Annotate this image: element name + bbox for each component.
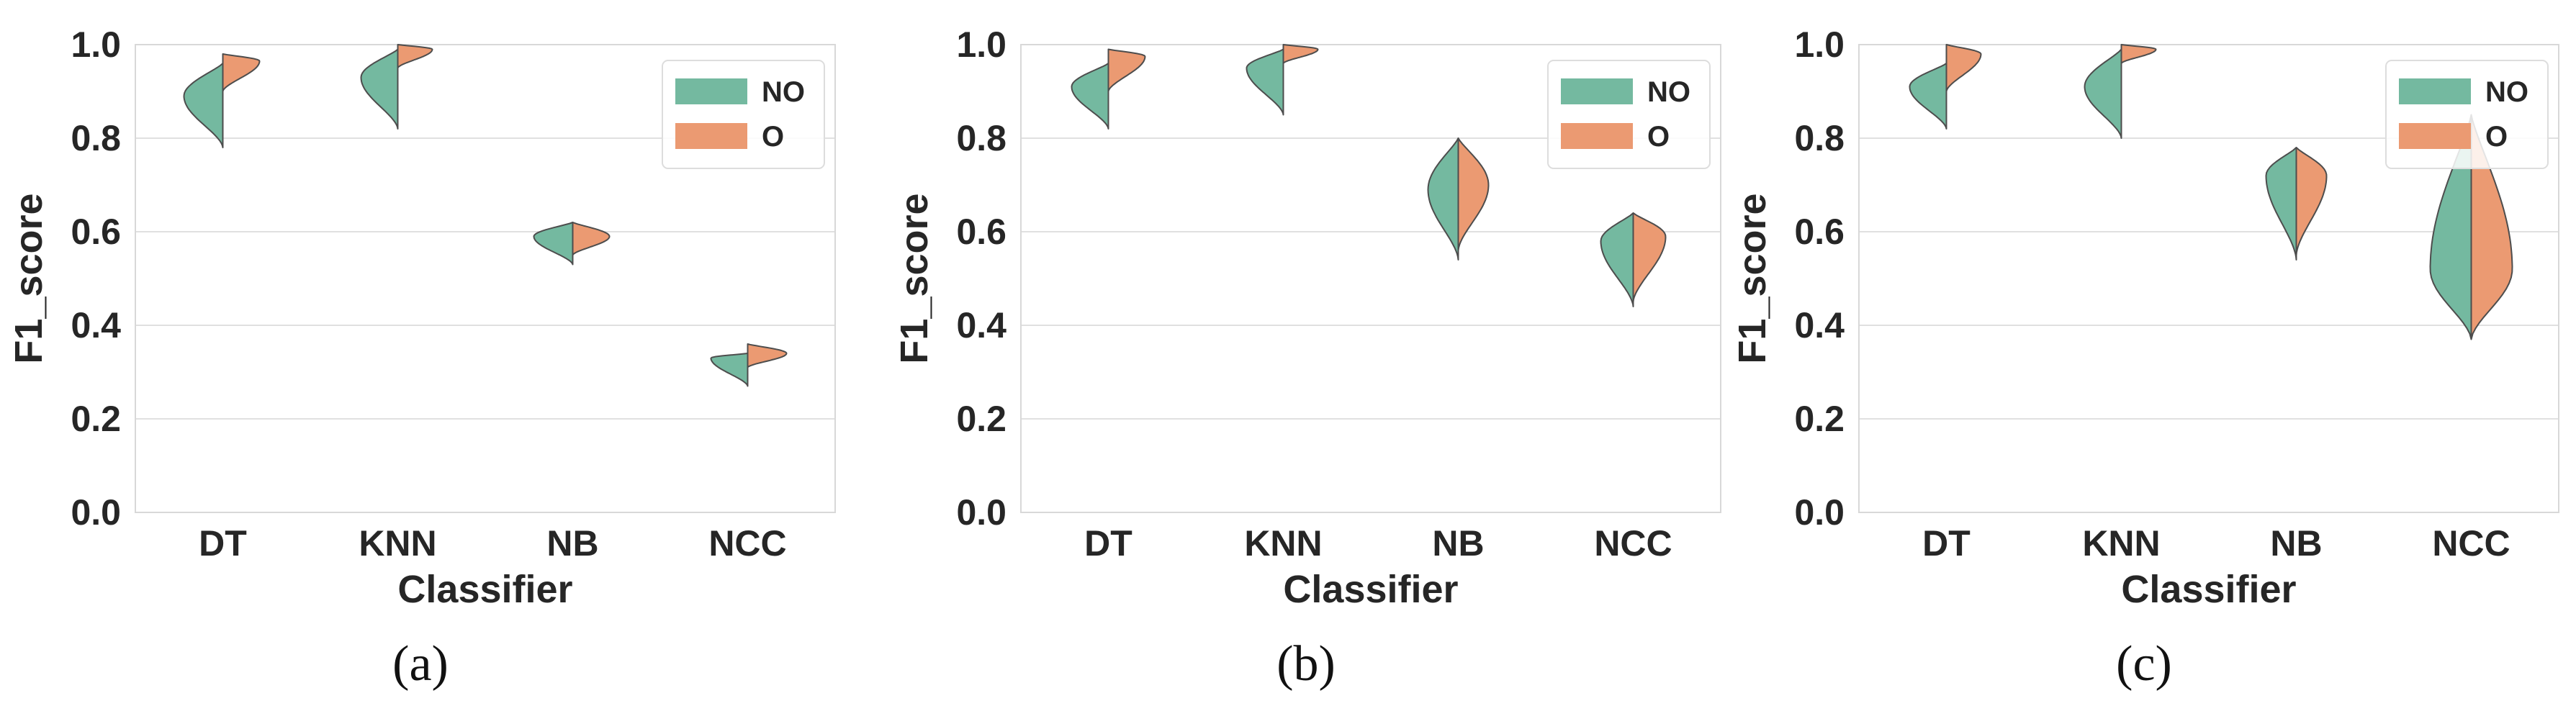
plot-frame xyxy=(1858,44,2559,513)
y-tick-label: 0.0 xyxy=(1794,492,1845,533)
panel-a: 0.0 0.2 0.4 0.6 0.8 1.0 DT KNN NB NCC Classifier F1… xyxy=(7,24,836,692)
y-tick-label: 0.4 xyxy=(71,305,121,345)
legend-label-no: NO xyxy=(1647,76,1690,108)
x-tick-label: DT xyxy=(1084,523,1132,564)
panel-caption: (c) xyxy=(2116,636,2172,692)
x-tick-label: NB xyxy=(1432,523,1484,564)
legend-swatch-o xyxy=(675,123,747,149)
y-tick-label: 0.4 xyxy=(1794,305,1845,345)
violin-o-ncc xyxy=(1632,212,1667,303)
panel-caption: (b) xyxy=(1276,636,1336,692)
y-tick-label: 0.6 xyxy=(71,212,121,252)
x-tick-label: DT xyxy=(1922,523,1971,564)
y-tick-label: 0.8 xyxy=(956,118,1006,158)
legend: NO O xyxy=(2385,60,2549,169)
legend-swatch-o xyxy=(2399,123,2471,149)
violin-o-ncc xyxy=(747,343,788,368)
x-tick-label: KNN xyxy=(359,523,436,564)
violin-no-dt xyxy=(1071,63,1109,130)
violin-no-nb xyxy=(2265,147,2297,261)
violin-o-knn xyxy=(1282,44,1319,64)
panel-c: 0.0 0.2 0.4 0.6 0.8 1.0 DT KNN NB NCC Classifier F1… xyxy=(1731,24,2559,692)
y-tick-label: 0.2 xyxy=(1794,399,1845,439)
y-tick-label: 0.8 xyxy=(1794,118,1845,158)
violin-o-nb xyxy=(2295,147,2328,256)
x-tick-label: NCC xyxy=(1594,523,1672,564)
violin-no-ncc xyxy=(1600,212,1634,307)
y-tick-label: 1.0 xyxy=(956,24,1006,65)
violin-no-nb xyxy=(533,222,574,266)
violin-no-nb xyxy=(1427,137,1459,261)
legend: NO O xyxy=(1547,60,1711,169)
y-tick-label: 0.4 xyxy=(956,305,1006,345)
violin-o-nb xyxy=(1457,137,1490,251)
y-tick-label: 0.0 xyxy=(956,492,1006,533)
x-tick-label: NCC xyxy=(2432,523,2510,564)
plot-frame xyxy=(1020,44,1721,513)
y-tick-label: 1.0 xyxy=(1794,24,1845,65)
legend-swatch-no xyxy=(1561,78,1633,104)
legend-swatch-no xyxy=(2399,78,2471,104)
violin-no-dt xyxy=(183,63,224,148)
x-tick-label: NB xyxy=(546,523,598,564)
violin-o-knn xyxy=(397,44,433,69)
y-tick-label: 0.8 xyxy=(71,118,121,158)
x-axis-label: Classifier xyxy=(2121,568,2296,611)
violin-o-dt xyxy=(1107,48,1146,92)
violin-o-knn xyxy=(2120,44,2157,64)
y-axis-label: F1_score xyxy=(893,193,936,363)
violin-o-nb xyxy=(572,222,611,256)
legend-label-o: O xyxy=(1647,121,1670,153)
violin-no-dt xyxy=(1909,63,1947,130)
legend-label-no: NO xyxy=(2485,76,2528,108)
plot-frame xyxy=(135,44,836,513)
legend-swatch-no xyxy=(675,78,747,104)
legend-label-o: O xyxy=(762,121,784,153)
legend-swatch-o xyxy=(1561,123,1633,149)
y-tick-label: 1.0 xyxy=(71,24,121,65)
violin-o-dt xyxy=(222,53,261,92)
y-tick-label: 0.6 xyxy=(1794,212,1845,252)
panel-b: 0.0 0.2 0.4 0.6 0.8 1.0 DT KNN NB NCC Classifier F1… xyxy=(893,24,1721,692)
x-tick-label: NB xyxy=(2270,523,2322,564)
violin-no-knn xyxy=(360,48,399,130)
panel-caption: (a) xyxy=(392,636,449,692)
y-tick-label: 0.2 xyxy=(71,399,121,439)
y-tick-label: 0.6 xyxy=(956,212,1006,252)
legend-label-o: O xyxy=(2485,121,2508,153)
y-axis-label: F1_score xyxy=(7,193,50,363)
legend: NO O xyxy=(662,60,825,169)
y-tick-label: 0.0 xyxy=(71,492,121,533)
violin-no-knn xyxy=(1246,48,1284,116)
legend-label-no: NO xyxy=(762,76,805,108)
violin-no-ncc xyxy=(710,353,749,387)
x-tick-label: KNN xyxy=(2082,523,2160,564)
x-tick-label: KNN xyxy=(1244,523,1322,564)
y-axis-label: F1_score xyxy=(1731,193,1774,363)
violin-o-dt xyxy=(1945,44,1982,92)
y-tick-label: 0.2 xyxy=(956,399,1006,439)
x-axis-label: Classifier xyxy=(1283,568,1458,611)
x-tick-label: DT xyxy=(199,523,247,564)
violin-no-knn xyxy=(2084,48,2122,139)
x-axis-label: Classifier xyxy=(397,568,572,611)
x-tick-label: NCC xyxy=(708,523,786,564)
